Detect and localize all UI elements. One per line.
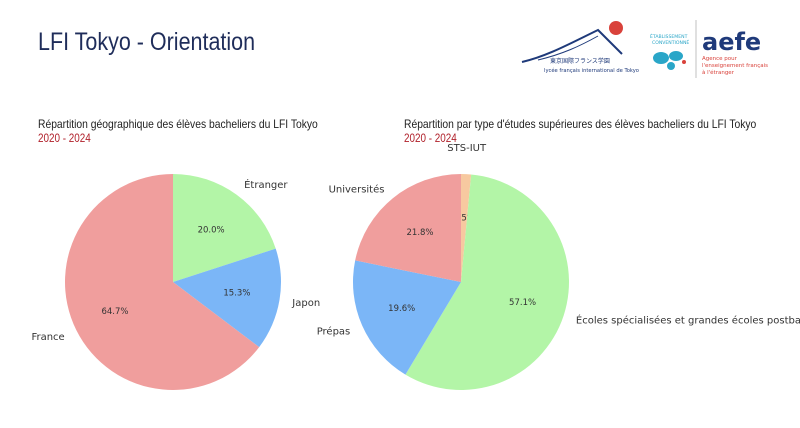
- pie2-category-label-2: Prépas: [317, 326, 351, 338]
- red-sun-icon: [609, 21, 623, 35]
- svg-text:ÉTABLISSEMENT: ÉTABLISSEMENT: [650, 32, 688, 40]
- mountain-swoosh-icon: [521, 28, 623, 63]
- pie1-category-label-2: France: [31, 332, 64, 343]
- svg-text:Agence pour: Agence pour: [702, 56, 738, 62]
- chart-2-title: Répartition par type d'études supérieure…: [404, 117, 757, 131]
- world-map-icon: [653, 51, 686, 70]
- svg-text:CONVENTIONNÉ: CONVENTIONNÉ: [652, 38, 689, 46]
- page-title: LFI Tokyo - Orientation: [38, 28, 256, 56]
- pie2-pct-label-2: 19.6%: [388, 304, 415, 314]
- chart-1-subtitle: 2020 - 2024: [38, 133, 91, 145]
- pie1-slice-0: [173, 174, 276, 282]
- pie1-slice-2: [65, 174, 260, 390]
- pie2-category-label-3: Universités: [329, 183, 385, 195]
- etab-logo: ÉTABLISSEMENT CONVENTIONNÉ: [650, 20, 697, 78]
- pie2-category-label-1: Écoles spécialisées et grandes écoles po…: [576, 314, 800, 327]
- pie2-pct-label-0: 1.5%: [453, 213, 475, 223]
- pie2-pct-label-1: 57.1%: [509, 298, 536, 308]
- aefe-logo: aefe Agence pour l'enseignement français…: [702, 28, 768, 76]
- pie1-pct-label-0: 20.0%: [198, 226, 225, 236]
- pie2-slice-0: [461, 174, 472, 282]
- svg-text:à l'étranger: à l'étranger: [702, 69, 735, 76]
- lfit-japanese-text: 東京国際フランス学園: [550, 57, 610, 65]
- pie1-category-label-1: Japon: [291, 298, 320, 309]
- logos: 東京国際フランス学園 lycée français international …: [521, 20, 768, 78]
- chart-1-heading: Répartition géographique des élèves bach…: [38, 117, 363, 145]
- pie1-pct-label-2: 64.7%: [101, 307, 128, 317]
- chart-1-title: Répartition géographique des élèves bach…: [38, 117, 318, 131]
- chart-2-subtitle: 2020 - 2024: [404, 133, 457, 145]
- pie1-category-label-0: Étranger: [244, 178, 288, 191]
- lfit-logo: 東京国際フランス学園 lycée français international …: [521, 21, 639, 74]
- pie2-slice-3: [355, 174, 461, 282]
- pie1-pct-label-1: 15.3%: [223, 289, 250, 299]
- aefe-wordmark: aefe: [702, 28, 761, 56]
- lfit-french-text: lycée français international de Tokyo: [544, 67, 639, 74]
- pie2-slice-1: [405, 174, 569, 390]
- pie2-slice-2: [353, 260, 461, 375]
- pie2-pct-label-3: 21.8%: [407, 228, 434, 238]
- svg-text:l'enseignement français: l'enseignement français: [702, 63, 768, 69]
- pie2-category-label-0: STS-IUT: [447, 143, 487, 154]
- pie1-slice-1: [173, 248, 282, 348]
- chart-2-heading: Répartition par type d'études supérieure…: [404, 117, 800, 145]
